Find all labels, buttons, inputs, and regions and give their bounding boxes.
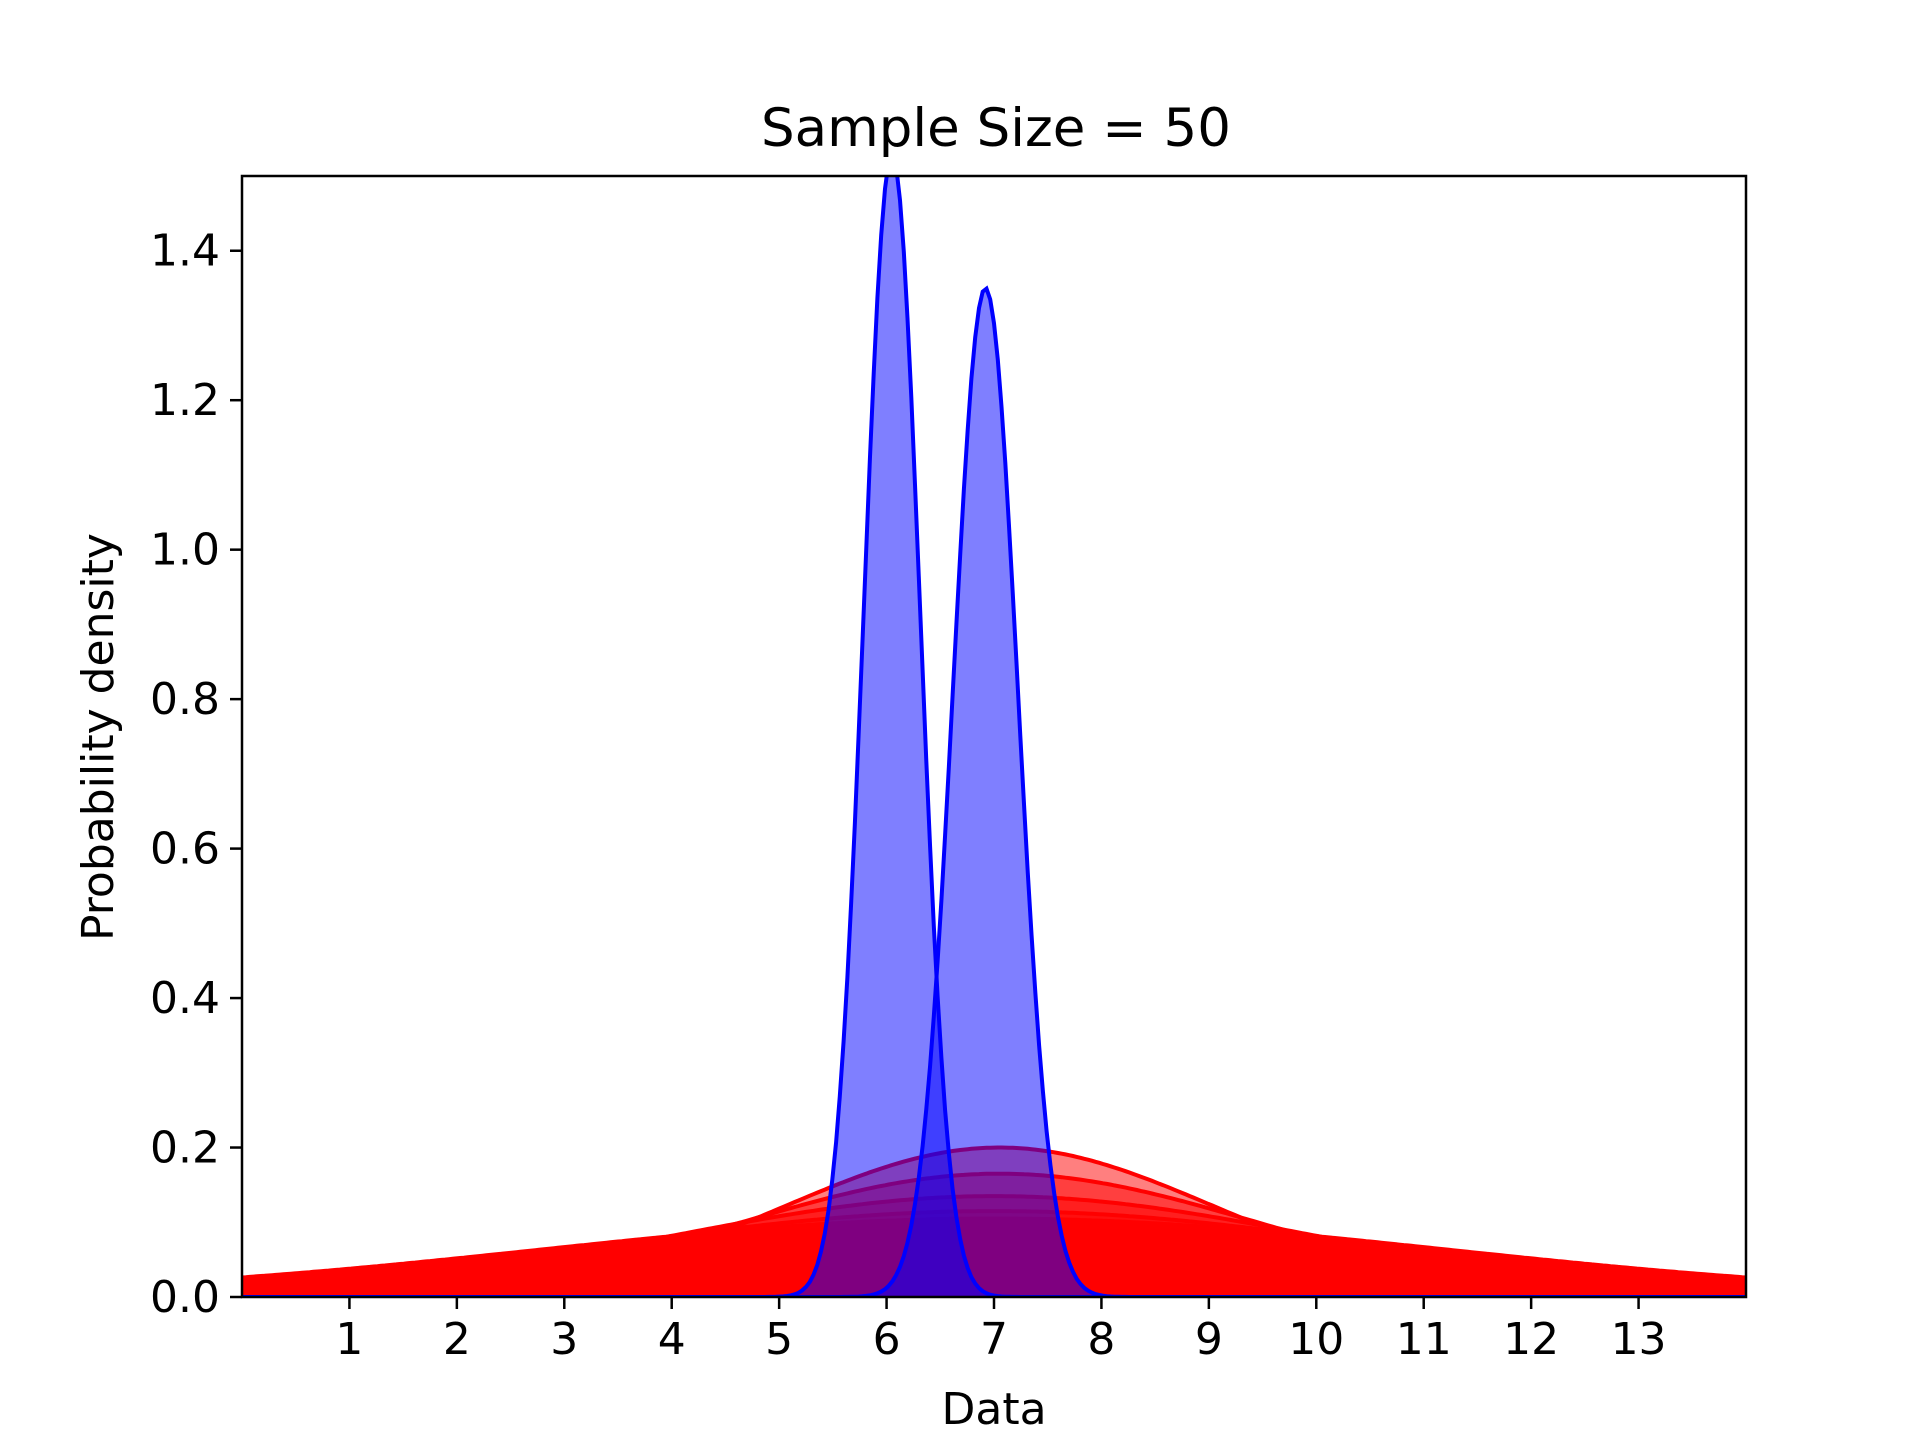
x-tick-label-5: 5 (765, 1314, 793, 1365)
x-axis: 1 2 3 4 5 6 7 8 9 10 11 12 13 (335, 1297, 1667, 1365)
x-tick-label-7: 7 (980, 1314, 1008, 1365)
x-tick-label-1: 1 (335, 1314, 363, 1365)
y-tick-label-1.2: 1.2 (150, 375, 220, 426)
x-tick-label-10: 10 (1288, 1314, 1344, 1365)
x-tick-label-3: 3 (550, 1314, 578, 1365)
x-axis-label: Data (941, 1384, 1046, 1435)
x-tick-label-13: 13 (1611, 1314, 1667, 1365)
x-tick-label-6: 6 (873, 1314, 901, 1365)
y-axis-label: Probability density (73, 533, 124, 941)
x-tick-label-12: 12 (1503, 1314, 1559, 1365)
series-layer (242, 176, 1746, 1297)
y-tick-label-0.4: 0.4 (150, 973, 220, 1024)
y-tick-label-0.2: 0.2 (150, 1123, 220, 1174)
y-tick-label-0.6: 0.6 (150, 824, 220, 875)
y-tick-label-0.0: 0.0 (150, 1272, 220, 1323)
y-tick-label-0.8: 0.8 (150, 674, 220, 725)
density-curve-2 (242, 285, 1746, 1297)
y-tick-label-1.0: 1.0 (150, 525, 220, 576)
y-axis: 0.0 0.2 0.4 0.6 0.8 1.0 1.2 1.4 (150, 226, 242, 1323)
x-tick-label-11: 11 (1396, 1314, 1452, 1365)
x-tick-label-2: 2 (443, 1314, 471, 1365)
density-curve-1 (242, 176, 1746, 1297)
density-area-2 (242, 288, 1746, 1297)
chart-title: Sample Size = 50 (761, 98, 1231, 159)
x-tick-label-4: 4 (658, 1314, 686, 1365)
x-tick-label-9: 9 (1195, 1314, 1223, 1365)
x-tick-label-8: 8 (1087, 1314, 1115, 1365)
y-tick-label-1.4: 1.4 (150, 226, 220, 277)
